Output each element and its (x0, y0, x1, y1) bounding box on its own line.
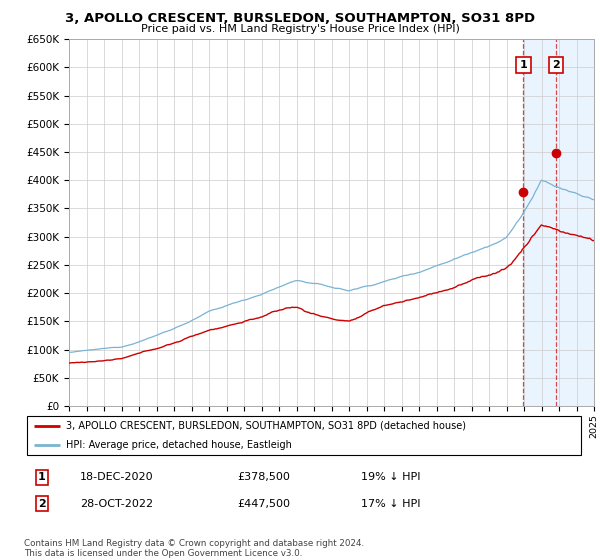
Text: 19% ↓ HPI: 19% ↓ HPI (361, 472, 420, 482)
Text: £378,500: £378,500 (237, 472, 290, 482)
Text: 2: 2 (38, 498, 46, 508)
Text: 3, APOLLO CRESCENT, BURSLEDON, SOUTHAMPTON, SO31 8PD: 3, APOLLO CRESCENT, BURSLEDON, SOUTHAMPT… (65, 12, 535, 25)
FancyBboxPatch shape (27, 416, 581, 455)
Text: £447,500: £447,500 (237, 498, 290, 508)
Text: HPI: Average price, detached house, Eastleigh: HPI: Average price, detached house, East… (66, 440, 292, 450)
Text: 2: 2 (552, 60, 560, 70)
Bar (523, 39, 594, 406)
Text: 18-DEC-2020: 18-DEC-2020 (80, 472, 154, 482)
Text: 3, APOLLO CRESCENT, BURSLEDON, SOUTHAMPTON, SO31 8PD (detached house): 3, APOLLO CRESCENT, BURSLEDON, SOUTHAMPT… (66, 421, 466, 431)
Text: 1: 1 (520, 60, 527, 70)
Text: 1: 1 (38, 472, 46, 482)
Text: 28-OCT-2022: 28-OCT-2022 (80, 498, 153, 508)
Text: 17% ↓ HPI: 17% ↓ HPI (361, 498, 420, 508)
Text: Price paid vs. HM Land Registry's House Price Index (HPI): Price paid vs. HM Land Registry's House … (140, 24, 460, 34)
Text: Contains HM Land Registry data © Crown copyright and database right 2024.
This d: Contains HM Land Registry data © Crown c… (24, 539, 364, 558)
